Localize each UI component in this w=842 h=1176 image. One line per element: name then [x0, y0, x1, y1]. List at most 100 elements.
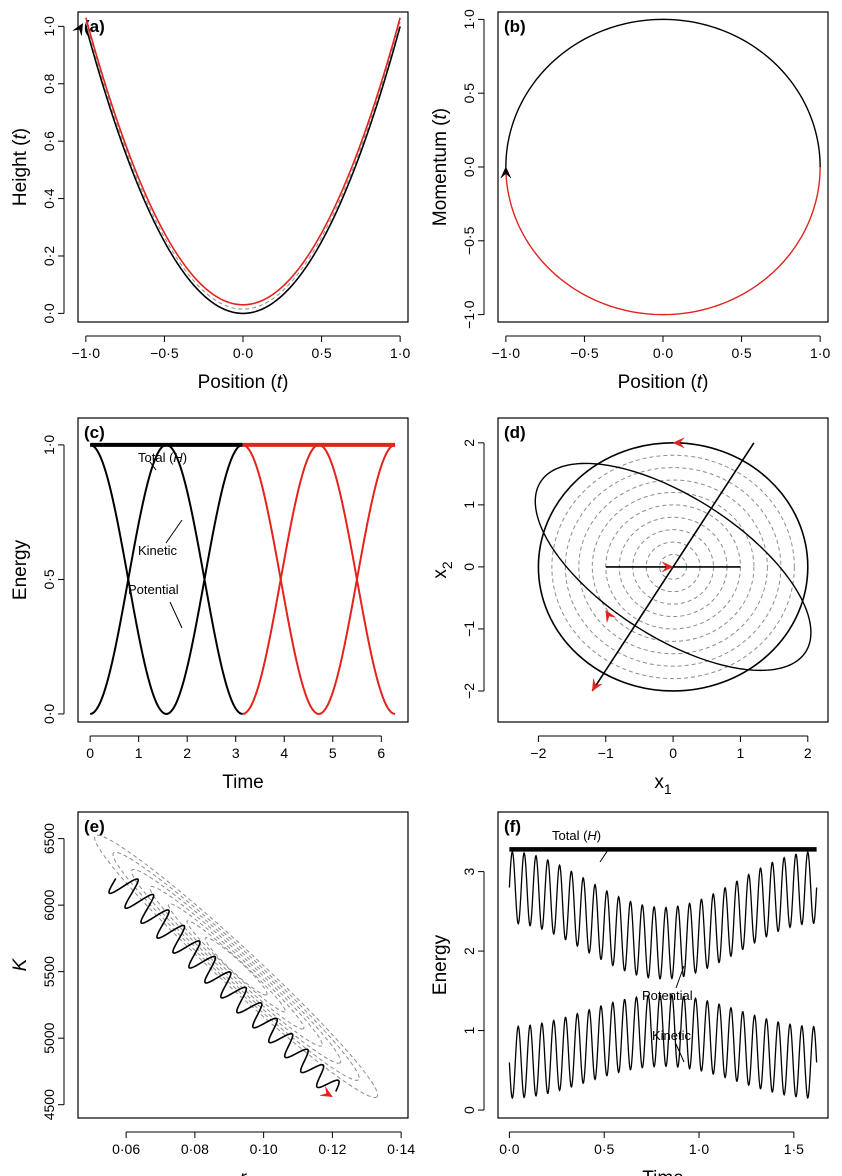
x-axis-label: r	[240, 1168, 247, 1176]
x-tick-label: −0·5	[150, 345, 179, 361]
total-annotation: Total (H)	[552, 828, 601, 843]
potential-annotation: Potential	[642, 988, 693, 1003]
y-tick-label: 5000	[41, 1022, 57, 1053]
x-axis-label: Time	[222, 772, 264, 793]
arrow-head	[500, 166, 512, 179]
y-tick-label: 1	[461, 501, 477, 509]
red-trajectory	[505, 166, 821, 316]
y-tick-label: 0·5	[41, 569, 57, 589]
panel-d: −2 −1 0 1 2 −2 −1 0 1 2 x1 x2 (d)	[430, 417, 829, 797]
x-tick-label: 1·0	[689, 1141, 709, 1157]
x-tick-label: 4	[280, 745, 288, 761]
contour-line	[85, 21, 401, 310]
x-tick-label: −1	[598, 745, 614, 761]
y-tick-label: 1	[461, 1026, 477, 1034]
y-axis-label: Energy	[10, 539, 31, 600]
x-tick-label: 0·5	[311, 345, 331, 361]
kinetic-curve	[89, 443, 243, 715]
x-tick-label: 1·0	[810, 345, 830, 361]
y-tick-label: 0·5	[461, 83, 477, 103]
kinetic-annotation: Kinetic	[138, 543, 178, 558]
x-tick-label: 3	[232, 745, 240, 761]
x-tick-label: 5	[329, 745, 337, 761]
x-tick-label: 1	[737, 745, 745, 761]
plot-frame	[77, 417, 409, 723]
x-tick-label: 2	[804, 745, 812, 761]
x-tick-label: −2	[530, 745, 546, 761]
y-tick-label: −2	[461, 683, 477, 699]
y-tick-label: −1	[461, 621, 477, 637]
x-tick-label: 0·14	[387, 1141, 415, 1157]
arrow-head	[72, 22, 84, 36]
x-tick-label: 6	[377, 745, 385, 761]
contour-line	[112, 851, 360, 1081]
plot-frame	[77, 811, 409, 1119]
plot-frame	[77, 11, 409, 323]
plot-area	[85, 17, 401, 315]
y-tick-label: 0	[461, 1106, 477, 1114]
y-tick-label: −1·0	[461, 300, 477, 329]
y-axis-label: Momentum (t)	[430, 108, 451, 226]
total-pointer	[149, 461, 157, 471]
kinetic-pointer	[165, 519, 183, 544]
kinetic-pointer	[675, 1043, 685, 1063]
black-trajectory	[108, 878, 340, 1092]
contour-line	[149, 886, 323, 1047]
panel-label: (c)	[84, 423, 105, 442]
y-tick-label: 1·0	[461, 9, 477, 29]
x-tick-label: 1·0	[390, 345, 410, 361]
y-tick-label: 5500	[41, 956, 57, 987]
arrow-head	[591, 678, 603, 692]
y-axis-label: Height (t)	[10, 128, 31, 206]
y-tick-label: 6000	[41, 889, 57, 920]
panel-c: 0 1 2 3 4 5 6 0·0 0·5 1·0 Time Energy (c) Total (H) Ki…	[10, 417, 409, 793]
contour-line	[204, 937, 268, 996]
x-tick-label: 0·0	[499, 1141, 519, 1157]
y-tick-label: 0·6	[41, 131, 57, 151]
x-tick-label: 0·0	[653, 345, 673, 361]
x-axis-label: Time	[642, 1168, 684, 1176]
contour-line	[186, 920, 286, 1013]
y-tick-label: −0·5	[461, 226, 477, 255]
x-tick-label: 0·5	[731, 345, 751, 361]
total-pointer	[599, 849, 609, 863]
x-tick-label: 0·0	[233, 345, 253, 361]
x-axis-label: Position (t)	[198, 372, 289, 393]
panel-label: (f)	[504, 817, 521, 836]
arrow-head	[661, 561, 674, 573]
potential-curve	[89, 443, 243, 715]
contour-line	[167, 903, 305, 1030]
potential-pointer	[169, 601, 183, 629]
x-axis-label: x1	[654, 772, 672, 797]
y-tick-label: 0·0	[461, 157, 477, 177]
red-trajectory	[85, 17, 401, 306]
y-tick-label: 1·0	[41, 16, 57, 36]
x-tick-label: 1·5	[784, 1141, 804, 1157]
y-tick-label: 4500	[41, 1089, 57, 1120]
panel-label: (d)	[504, 423, 526, 442]
plot-frame	[497, 417, 829, 723]
panel-e: 0·06 0·08 0·10 0·12 0·14 4500 5000 5500 6000 6500…	[10, 811, 415, 1176]
arrow-head	[605, 609, 616, 623]
y-axis-label: Energy	[430, 934, 451, 995]
contour-line	[591, 491, 755, 642]
y-tick-label: 0·2	[41, 246, 57, 266]
arrow-head	[672, 437, 685, 449]
x-tick-label: 0·10	[250, 1141, 278, 1157]
plot-area	[94, 834, 379, 1098]
x-tick-label: 0	[86, 745, 94, 761]
panel-a: −1·0 −0·5 0·0 0·5 1·0 0·0 0·2 0·4 0·6 0·8 1·0 Posit…	[10, 11, 410, 393]
contour-line	[578, 479, 768, 655]
contour-line	[551, 454, 795, 680]
y-tick-label: 2	[461, 439, 477, 447]
y-axis-label: K	[10, 957, 31, 971]
potential-curve-red	[242, 443, 396, 715]
x-tick-label: −1·0	[72, 345, 101, 361]
panel-b: −1·0 −0·5 0·0 0·5 1·0 −1·0 −0·5 0·0 0·5 1·0 Positi…	[430, 9, 830, 393]
x-tick-label: 0·5	[594, 1141, 614, 1157]
x-tick-label: 0	[669, 745, 677, 761]
x-tick-label: 0·06	[112, 1141, 140, 1157]
potential-curve	[508, 850, 818, 980]
panel-label: (b)	[504, 17, 526, 36]
